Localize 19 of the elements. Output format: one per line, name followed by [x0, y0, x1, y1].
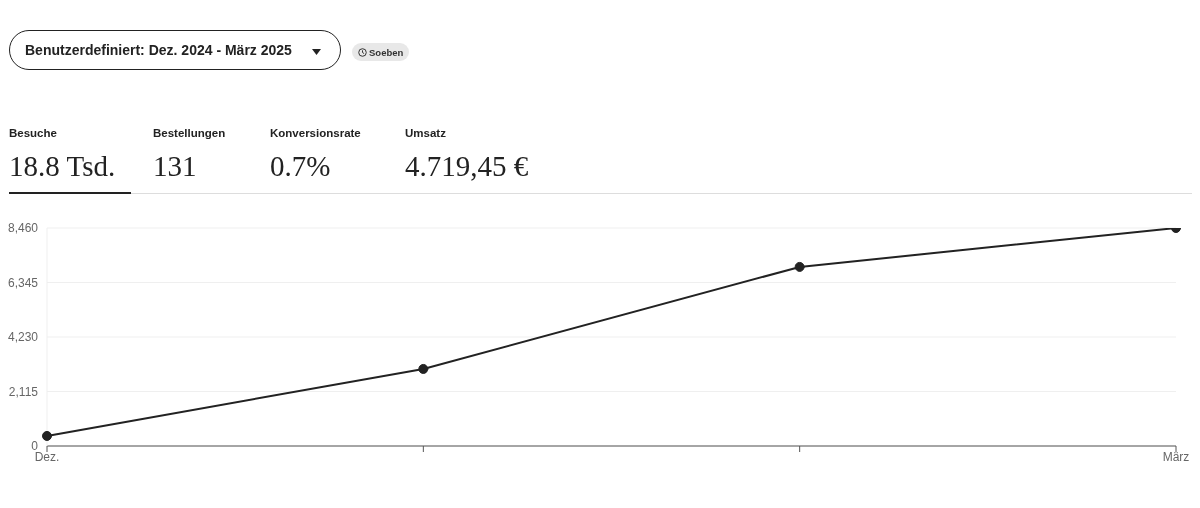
text: 131	[153, 150, 198, 182]
y-tick-label: 8,460	[7, 221, 39, 236]
point	[794, 261, 805, 272]
y-tick-label: 4,230	[7, 330, 39, 345]
point	[418, 363, 429, 374]
timestamp-chip: Soeben	[352, 43, 410, 61]
text: Konversionsrate	[270, 126, 361, 140]
text: Bestellungen	[153, 126, 226, 140]
text: Umsatz	[405, 126, 447, 140]
x-tick-label: März	[1162, 449, 1190, 464]
point	[42, 430, 52, 441]
y-tick-label: 6,345	[7, 275, 39, 290]
text: 18.8 Tsd.	[9, 150, 116, 182]
text: Besuche	[9, 126, 58, 140]
text: 4.719,45 €	[405, 150, 529, 182]
chart-subtitle: Benutzerdefiniert: Dez. 2024 - März 2025	[25, 42, 292, 58]
y-tick-label: 2,115	[8, 384, 39, 399]
text: 0.7%	[270, 150, 332, 182]
x-tick-label: Dez.	[34, 449, 60, 464]
